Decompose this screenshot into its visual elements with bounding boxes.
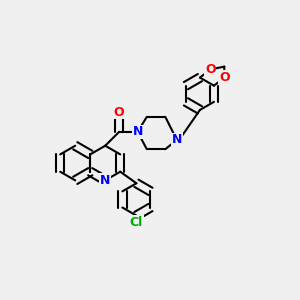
Text: O: O — [205, 63, 216, 76]
Text: N: N — [100, 174, 110, 187]
Text: Cl: Cl — [130, 216, 143, 229]
Text: N: N — [132, 125, 143, 138]
Text: N: N — [172, 134, 182, 146]
Text: O: O — [114, 106, 124, 119]
Text: O: O — [219, 71, 230, 84]
